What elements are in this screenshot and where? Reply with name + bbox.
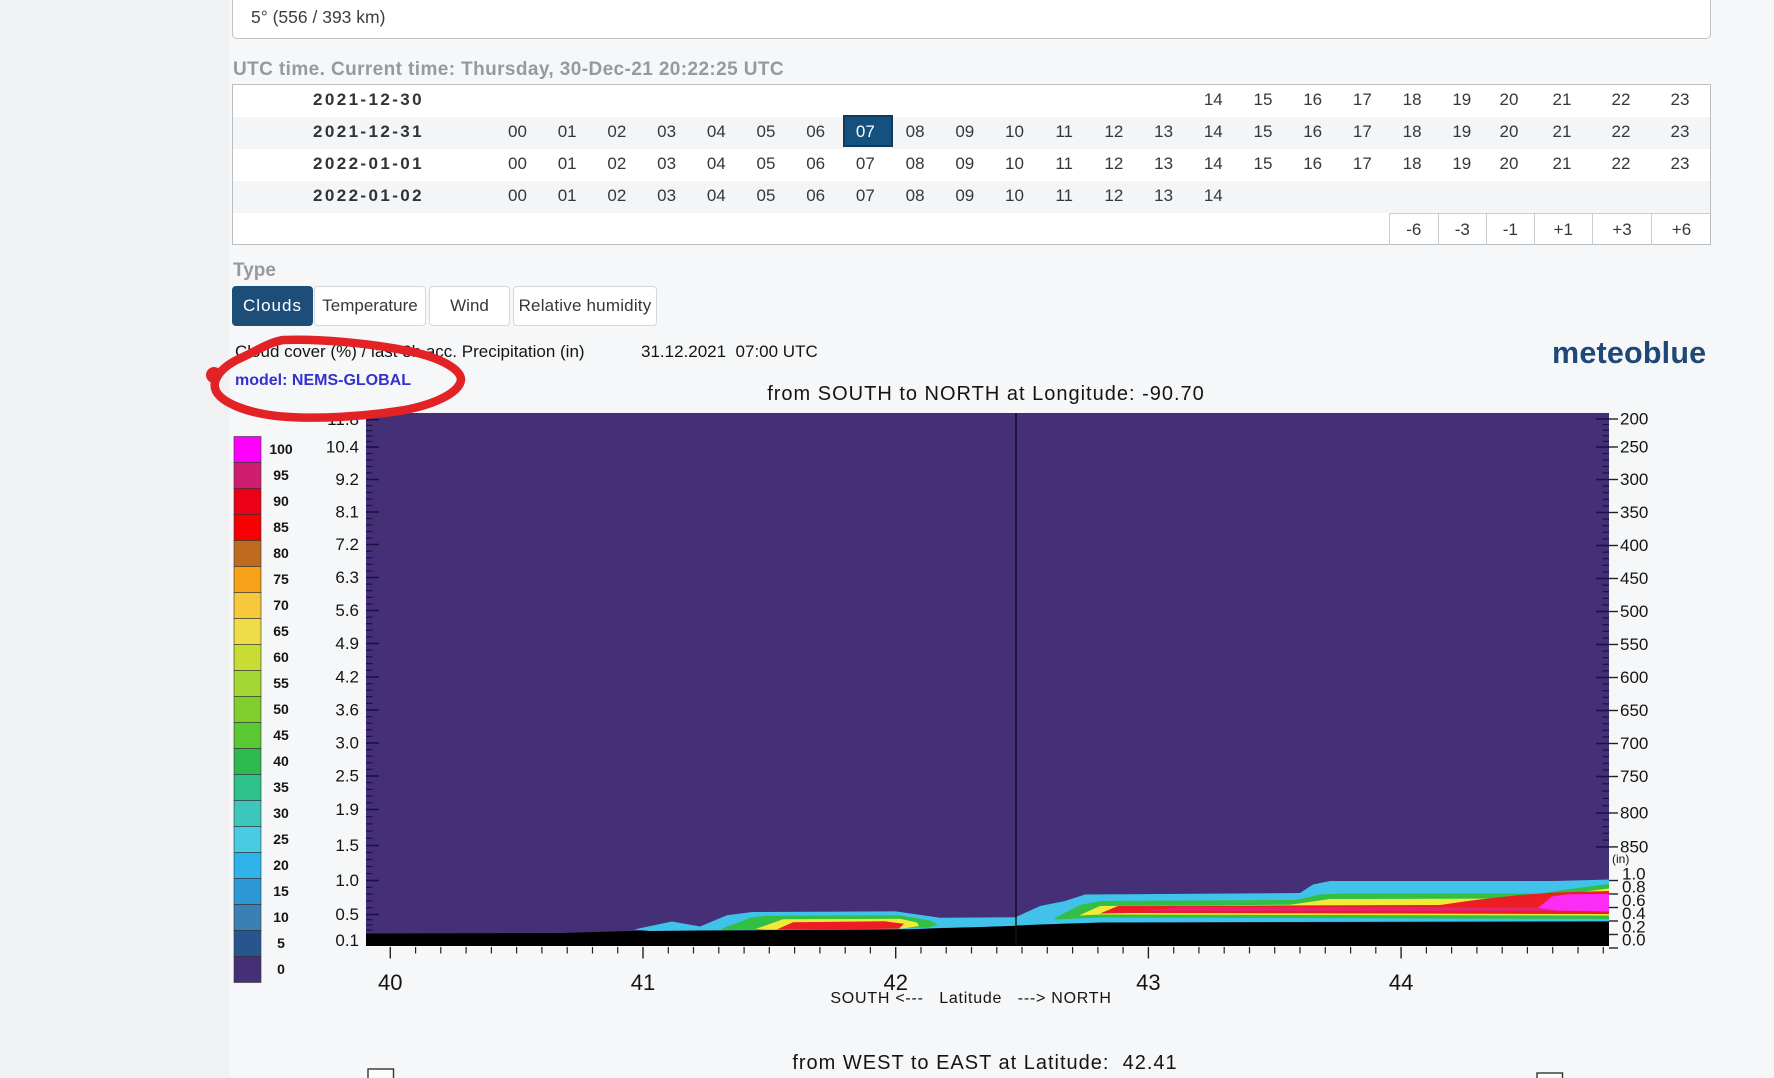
svg-text:90: 90 bbox=[273, 493, 289, 509]
svg-text:0.0: 0.0 bbox=[1622, 931, 1646, 950]
svg-text:SOUTH <--- Latitude ---> N: SOUTH <--- Latitude ---> NORTH bbox=[830, 990, 1111, 1007]
svg-text:65: 65 bbox=[273, 623, 289, 639]
svg-text:250: 250 bbox=[1620, 438, 1648, 457]
svg-text:700: 700 bbox=[1620, 734, 1648, 753]
svg-text:1.9: 1.9 bbox=[335, 800, 359, 819]
svg-text:850: 850 bbox=[1620, 837, 1648, 856]
svg-text:0.5: 0.5 bbox=[335, 905, 359, 924]
svg-text:35: 35 bbox=[273, 779, 289, 795]
svg-text:55: 55 bbox=[273, 675, 289, 691]
svg-text:from WEST to EAST at Latitude:: from WEST to EAST at Latitude: 42.41 bbox=[792, 1052, 1177, 1074]
svg-text:400: 400 bbox=[1620, 536, 1648, 555]
svg-text:0.1: 0.1 bbox=[335, 931, 359, 950]
svg-text:1.0: 1.0 bbox=[1622, 864, 1646, 883]
svg-text:350: 350 bbox=[1620, 503, 1648, 522]
svg-text:1.5: 1.5 bbox=[335, 836, 359, 855]
svg-text:85: 85 bbox=[273, 519, 289, 535]
svg-text:600: 600 bbox=[1620, 668, 1648, 687]
svg-text:from SOUTH to NORTH at Longitu: from SOUTH to NORTH at Longitude: -90.70 bbox=[767, 383, 1205, 405]
svg-text:3.0: 3.0 bbox=[335, 734, 359, 753]
svg-text:50: 50 bbox=[273, 701, 289, 717]
svg-text:0.4: 0.4 bbox=[1622, 904, 1646, 923]
svg-text:42: 42 bbox=[883, 970, 907, 995]
svg-text:6.3: 6.3 bbox=[335, 568, 359, 587]
svg-text:650: 650 bbox=[1620, 701, 1648, 720]
svg-text:8.1: 8.1 bbox=[335, 503, 359, 522]
svg-text:100: 100 bbox=[269, 441, 293, 457]
svg-text:800: 800 bbox=[1620, 804, 1648, 823]
svg-text:60: 60 bbox=[273, 649, 289, 665]
svg-text:10.4: 10.4 bbox=[326, 438, 359, 457]
svg-text:45: 45 bbox=[273, 727, 289, 743]
svg-text:10: 10 bbox=[273, 909, 289, 925]
svg-text:4.2: 4.2 bbox=[335, 668, 359, 687]
svg-text:3.6: 3.6 bbox=[335, 701, 359, 720]
svg-text:(in): (in) bbox=[1612, 852, 1629, 866]
svg-text:43: 43 bbox=[1136, 970, 1160, 995]
svg-text:0.6: 0.6 bbox=[1622, 891, 1646, 910]
svg-text:5.6: 5.6 bbox=[335, 601, 359, 620]
svg-text:44: 44 bbox=[1389, 970, 1413, 995]
svg-text:4.9: 4.9 bbox=[335, 634, 359, 653]
svg-text:200: 200 bbox=[1620, 410, 1648, 429]
svg-text:0.2: 0.2 bbox=[1622, 918, 1646, 937]
svg-text:25: 25 bbox=[273, 831, 289, 847]
svg-text:0: 0 bbox=[277, 961, 285, 977]
svg-text:550: 550 bbox=[1620, 635, 1648, 654]
svg-text:7.2: 7.2 bbox=[335, 535, 359, 554]
svg-text:9.2: 9.2 bbox=[335, 470, 359, 489]
svg-text:75: 75 bbox=[273, 571, 289, 587]
svg-text:40: 40 bbox=[378, 970, 402, 995]
svg-text:20: 20 bbox=[273, 857, 289, 873]
svg-text:5: 5 bbox=[277, 935, 285, 951]
svg-text:30: 30 bbox=[273, 805, 289, 821]
svg-text:450: 450 bbox=[1620, 569, 1648, 588]
svg-text:41: 41 bbox=[631, 970, 655, 995]
svg-text:80: 80 bbox=[273, 545, 289, 561]
svg-text:15: 15 bbox=[273, 883, 289, 899]
svg-text:2.5: 2.5 bbox=[335, 767, 359, 786]
svg-text:0.8: 0.8 bbox=[1622, 878, 1646, 897]
svg-text:95: 95 bbox=[273, 467, 289, 483]
svg-text:750: 750 bbox=[1620, 767, 1648, 786]
svg-text:40: 40 bbox=[273, 753, 289, 769]
svg-text:70: 70 bbox=[273, 597, 289, 613]
svg-text:1.0: 1.0 bbox=[335, 871, 359, 890]
svg-text:500: 500 bbox=[1620, 602, 1648, 621]
svg-text:300: 300 bbox=[1620, 470, 1648, 489]
